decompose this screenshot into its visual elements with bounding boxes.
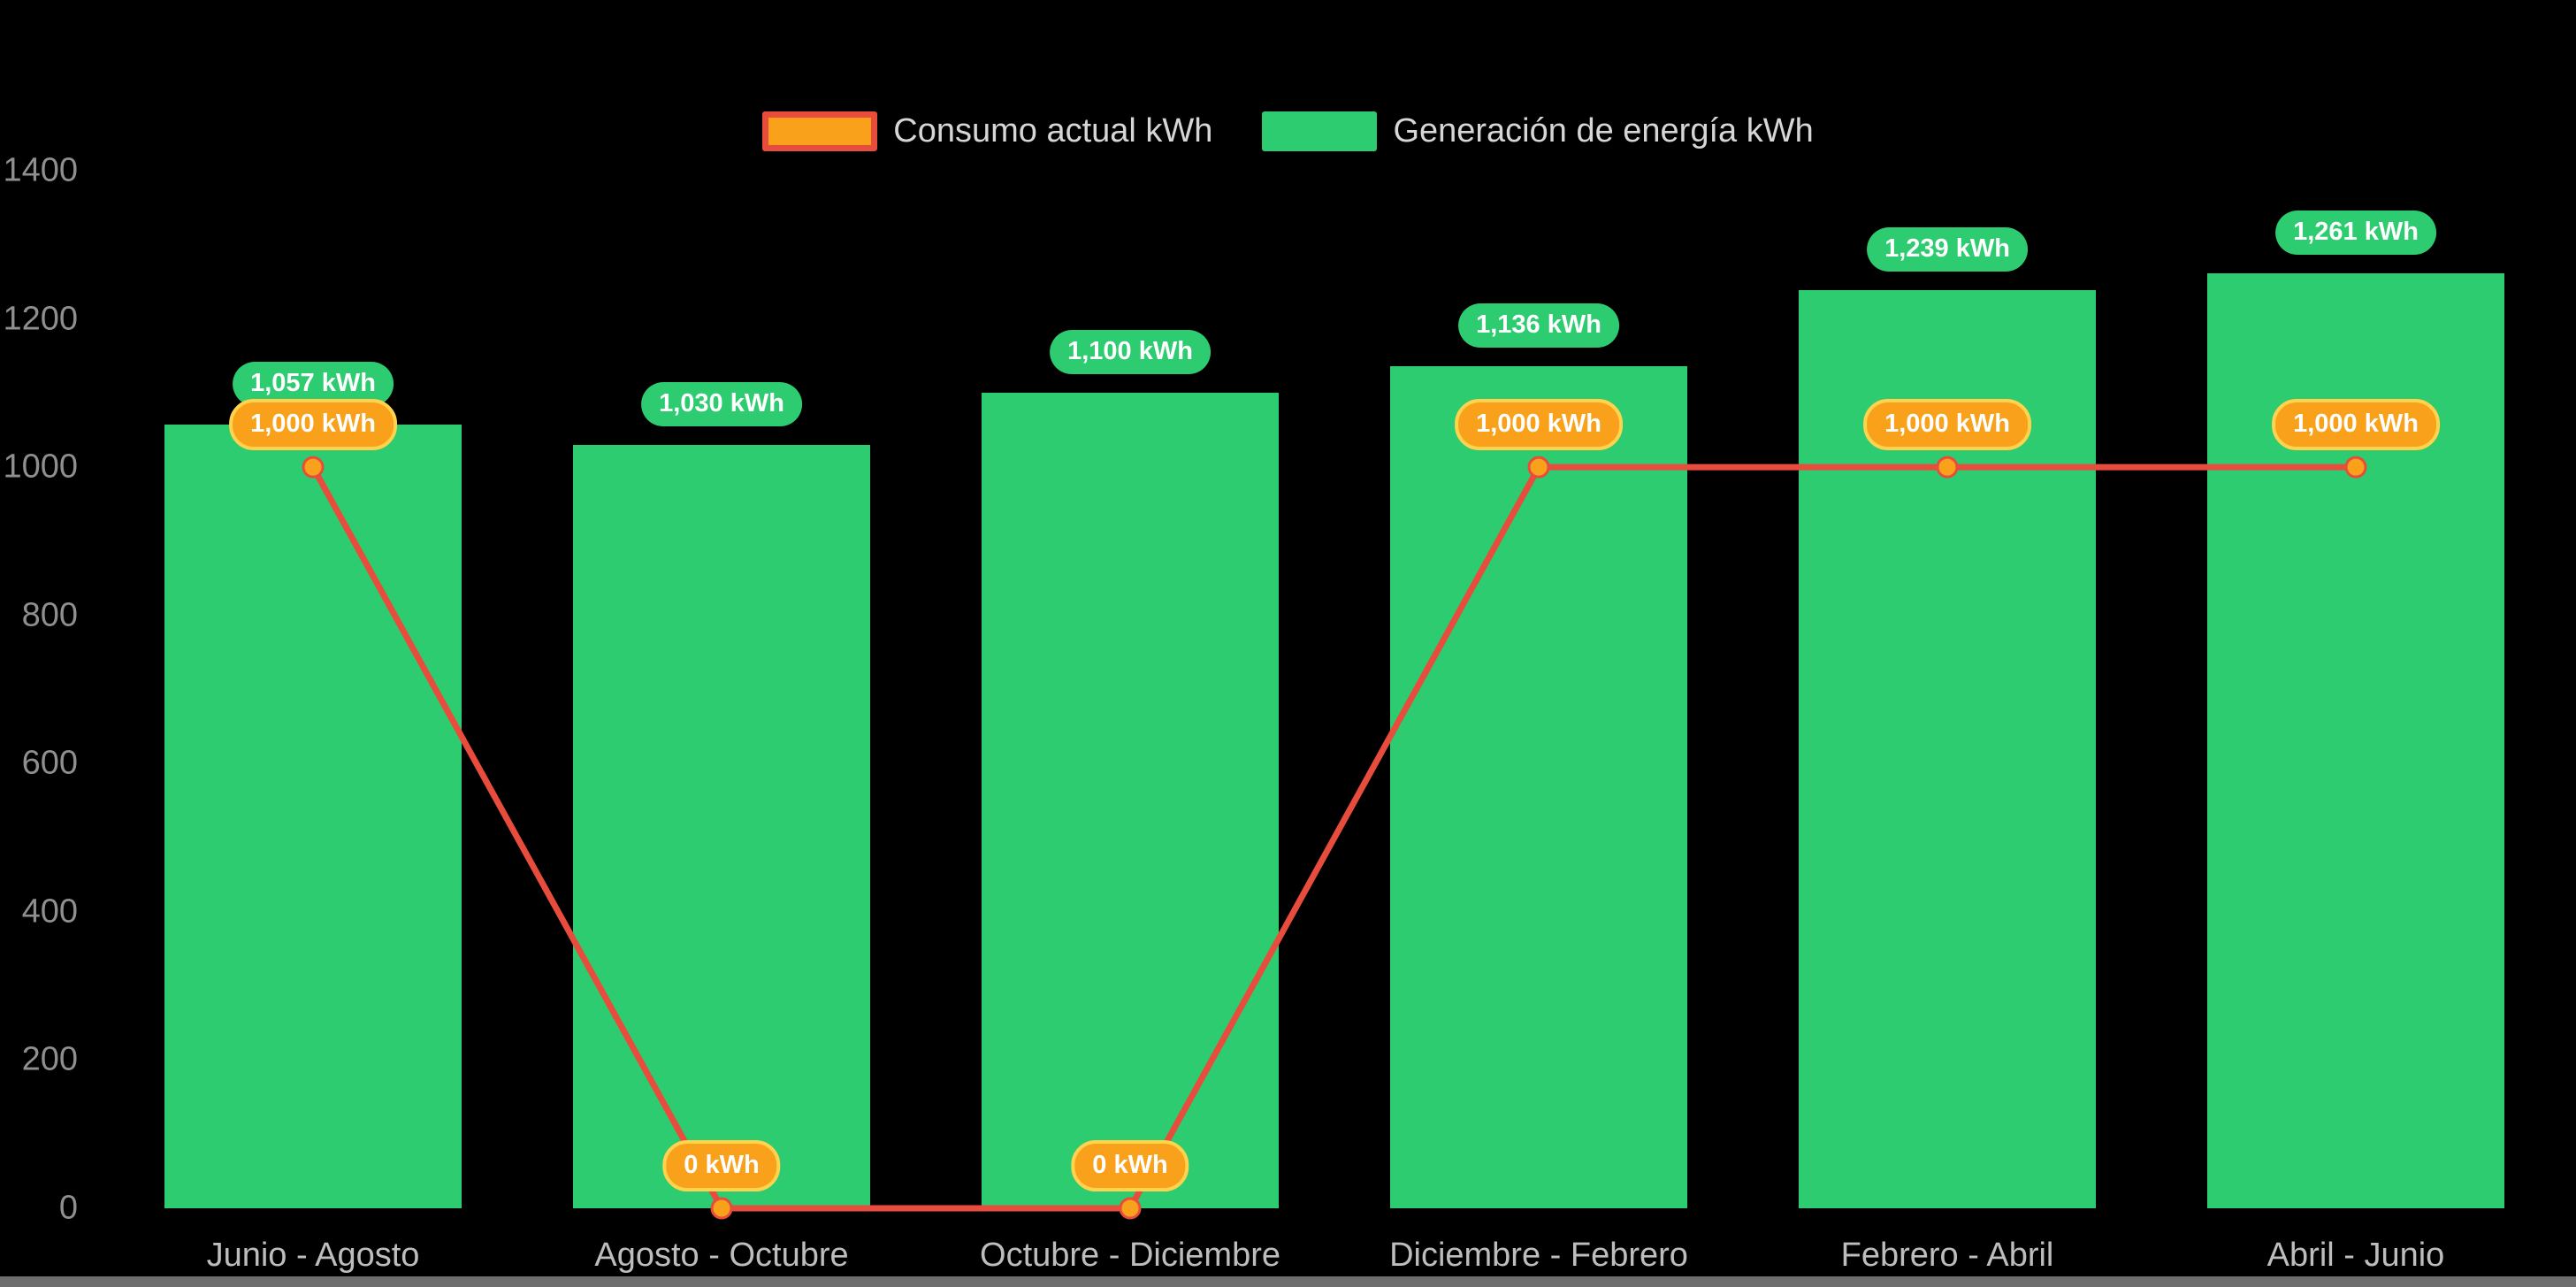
x-axis-label: Agosto - Octubre bbox=[594, 1237, 849, 1274]
chart-legend: Consumo actual kWh Generación de energía… bbox=[0, 111, 2576, 151]
bottom-edge-strip bbox=[0, 1276, 2576, 1287]
legend-item-consumo[interactable]: Consumo actual kWh bbox=[762, 111, 1212, 151]
legend-label-consumo: Consumo actual kWh bbox=[893, 112, 1213, 149]
consumption-point[interactable] bbox=[2344, 456, 2367, 479]
bar-value-label: 1,261 kWh bbox=[2275, 211, 2436, 256]
line-value-label: 1,000 kWh bbox=[2272, 399, 2440, 451]
line-value-label: 0 kWh bbox=[662, 1140, 781, 1191]
bar-value-label: 1,100 kWh bbox=[1050, 330, 1211, 375]
line-value-label: 1,000 kWh bbox=[229, 399, 397, 451]
generation-bar[interactable] bbox=[982, 393, 1279, 1208]
consumption-point[interactable] bbox=[1527, 456, 1550, 479]
y-axis-tick: 1000 bbox=[3, 448, 78, 486]
bar-value-label: 1,239 kWh bbox=[1867, 226, 2028, 272]
line-value-label: 1,000 kWh bbox=[1863, 399, 2031, 451]
consumption-line bbox=[310, 463, 2359, 1212]
generation-bar[interactable] bbox=[164, 425, 462, 1208]
consumption-point[interactable] bbox=[710, 1197, 733, 1220]
x-axis-label: Abril - Junio bbox=[2266, 1237, 2445, 1274]
y-axis-tick: 0 bbox=[58, 1189, 78, 1227]
generation-bar[interactable] bbox=[573, 445, 870, 1208]
x-axis-label: Febrero - Abril bbox=[1840, 1237, 2054, 1274]
y-axis-tick: 1400 bbox=[3, 151, 78, 189]
legend-item-generacion[interactable]: Generación de energía kWh bbox=[1262, 111, 1814, 151]
line-value-label: 0 kWh bbox=[1071, 1140, 1189, 1191]
x-axis-label: Diciembre - Febrero bbox=[1389, 1237, 1688, 1274]
consumption-point[interactable] bbox=[1936, 456, 1959, 479]
line-value-label: 1,000 kWh bbox=[1455, 399, 1623, 451]
consumption-point[interactable] bbox=[302, 456, 325, 479]
y-axis-tick: 400 bbox=[21, 892, 78, 931]
consumption-point[interactable] bbox=[1119, 1197, 1142, 1220]
generation-bar[interactable] bbox=[1390, 366, 1687, 1208]
y-axis-tick: 800 bbox=[21, 596, 78, 634]
bar-value-label: 1,057 kWh bbox=[233, 362, 394, 407]
bar-value-label: 1,030 kWh bbox=[641, 382, 802, 426]
bar-value-label: 1,136 kWh bbox=[1458, 303, 1619, 349]
y-axis-tick: 200 bbox=[21, 1040, 78, 1078]
consumo-swatch-icon bbox=[762, 111, 878, 151]
legend-label-generacion: Generación de energía kWh bbox=[1393, 112, 1814, 149]
y-axis-tick: 600 bbox=[21, 744, 78, 782]
x-axis-label: Octubre - Diciembre bbox=[980, 1237, 1280, 1274]
generacion-swatch-icon bbox=[1262, 111, 1378, 151]
y-axis-tick: 1200 bbox=[3, 300, 78, 338]
x-axis-label: Junio - Agosto bbox=[206, 1237, 420, 1274]
